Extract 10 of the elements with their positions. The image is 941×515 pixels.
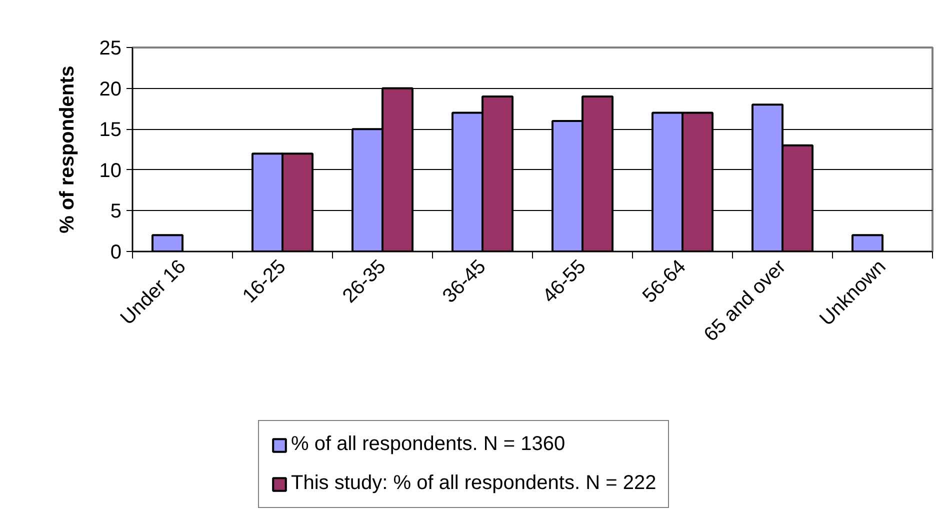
y-tick-label: 15 (99, 119, 122, 142)
y-axis-title: % of respondents (56, 66, 78, 234)
legend-label: % of all respondents. N = 1360 (291, 433, 566, 456)
y-tick-label: 0 (110, 242, 122, 264)
y-tick-label: 10 (99, 160, 122, 182)
y-tick-label: 20 (99, 78, 122, 100)
x-tick-label: 65 and over (700, 255, 791, 346)
y-tick-label: 5 (110, 200, 122, 223)
y-tick-label: 25 (99, 38, 122, 60)
legend-label: This study: % of all respondents. N = 222 (291, 472, 656, 495)
